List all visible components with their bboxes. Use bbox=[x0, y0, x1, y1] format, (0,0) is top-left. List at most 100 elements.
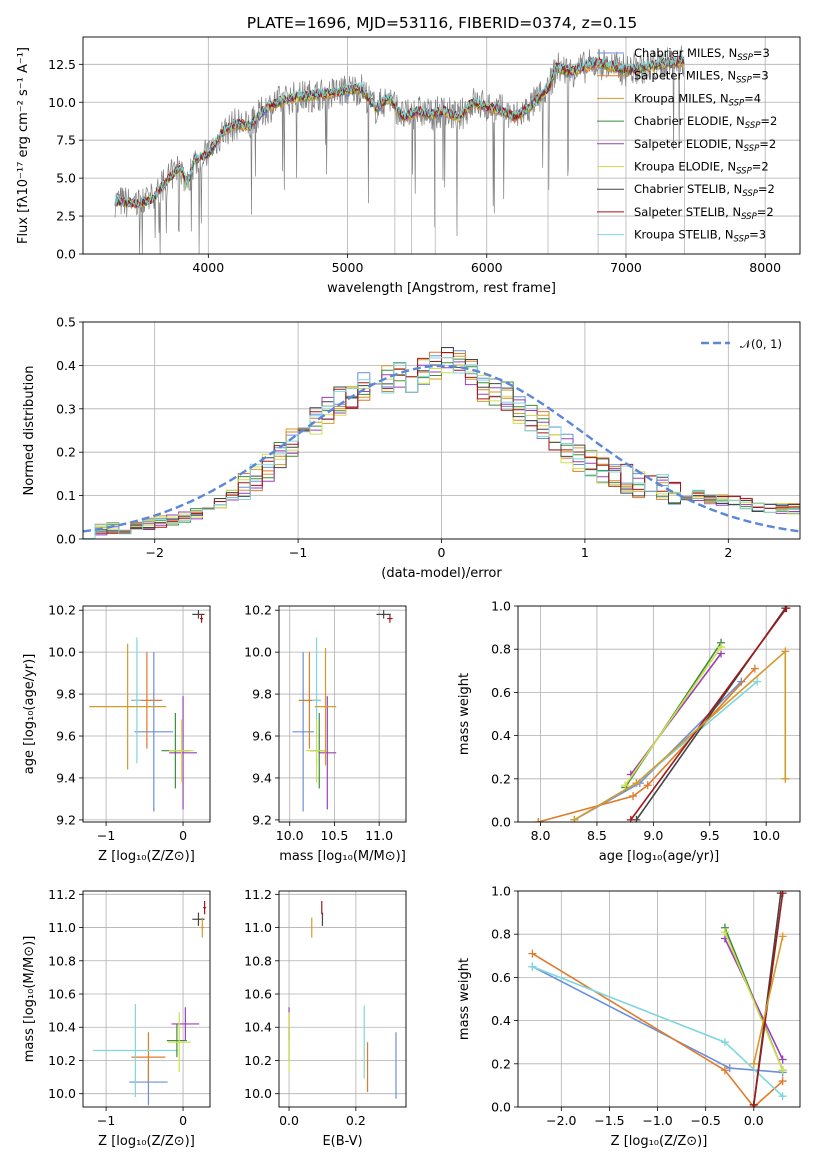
legend-ssp-sub: SSP bbox=[736, 167, 752, 177]
massweight-vs-age-marker bbox=[717, 643, 726, 652]
legend-ssp-sub: SSP bbox=[734, 235, 750, 245]
mass-vs-Z-ylabel: mass [log₁₀(M/M⊙)] bbox=[22, 936, 37, 1063]
mass-vs-ebv-xlabel: E(B-V) bbox=[322, 1134, 362, 1149]
age-vs-mass-ytick-label: 10.0 bbox=[244, 645, 272, 660]
age-vs-mass-ytick-label: 9.6 bbox=[252, 729, 272, 744]
massweight-vs-age-xtick-label: 9.0 bbox=[643, 828, 663, 843]
legend-label-1: Salpeter MILES, NSSP=3 bbox=[634, 69, 769, 86]
spectrum-marks bbox=[114, 45, 685, 254]
spectrum-ylabel: Flux [fλ10⁻¹⁷ erg cm⁻² s⁻¹ A⁻¹] bbox=[16, 47, 31, 244]
mass-vs-Z-ytick-label: 10.4 bbox=[48, 1020, 76, 1035]
mass-vs-Z-xlabel: Z [log₁₀(Z/Z⊙)] bbox=[98, 1134, 195, 1149]
observed-spectrum bbox=[114, 45, 685, 254]
residuals-marks bbox=[83, 347, 800, 539]
massweight-vs-age-xlabel: age [log₁₀(age/yr)] bbox=[599, 849, 720, 864]
age-vs-mass-point-7 bbox=[387, 614, 393, 623]
age-vs-Z-point-4 bbox=[169, 696, 197, 810]
residuals-ytick-label: 0.5 bbox=[56, 315, 76, 330]
residual-hist-8 bbox=[83, 357, 800, 539]
massweight-vs-Z-ytick-label: 0.2 bbox=[491, 1056, 511, 1071]
massweight-vs-age-marker bbox=[570, 815, 579, 822]
mass-vs-Z-ytick-label: 11.2 bbox=[48, 887, 76, 902]
spectrum-xtick-label: 7000 bbox=[610, 260, 642, 275]
spectrum-frame bbox=[82, 36, 801, 255]
massweight-vs-Z-line-4 bbox=[724, 938, 784, 1060]
age-vs-mass-plot-area bbox=[279, 606, 406, 822]
model-spectrum-8 bbox=[114, 54, 685, 208]
massweight-vs-Z-line-5 bbox=[724, 931, 784, 1071]
normal-legend-label: 𝒩(0, 1) bbox=[740, 337, 782, 351]
massweight-vs-Z-marker bbox=[720, 928, 729, 937]
mass-vs-Z-frame bbox=[82, 890, 211, 1108]
legend-label-7: Salpeter STELIB, NSSP=2 bbox=[634, 205, 774, 222]
mass-vs-Z-plot-area bbox=[83, 891, 210, 1107]
massweight-vs-Z-marker bbox=[778, 1066, 787, 1075]
mass-vs-ebv-plot-area bbox=[279, 891, 406, 1107]
massweight-vs-age-marker bbox=[629, 792, 638, 801]
legend-nssp-value: =3 bbox=[752, 69, 769, 83]
spectrum-ytick-label: 5.0 bbox=[56, 171, 76, 186]
mass-vs-ebv-frame bbox=[278, 890, 407, 1108]
age-vs-mass-point-5 bbox=[305, 719, 328, 783]
massweight-vs-age-xtick-label: 9.5 bbox=[700, 828, 720, 843]
age-vs-Z-xlabel: Z [log₁₀(Z/Z⊙)] bbox=[98, 849, 195, 864]
legend-series-name: Chabrier STELIB, N bbox=[634, 182, 742, 196]
massweight-vs-age-ytick-label: 0.4 bbox=[491, 728, 511, 743]
age-vs-mass-frame bbox=[278, 605, 407, 823]
age-vs-Z-point-7 bbox=[199, 614, 204, 623]
legend-ssp-sub: SSP bbox=[729, 98, 745, 108]
massweight-vs-age-ytick-label: 0.6 bbox=[491, 685, 511, 700]
legend-series-name: Chabrier MILES, N bbox=[634, 46, 737, 60]
legend-label-4: Salpeter ELODIE, NSSP=2 bbox=[634, 137, 776, 154]
spectrum-xtick-label: 5000 bbox=[332, 260, 364, 275]
mass-vs-Z-point-2 bbox=[93, 1003, 178, 1098]
massweight-vs-age-xtick-label: 8.0 bbox=[531, 828, 551, 843]
mass-vs-Z-point-1 bbox=[131, 1032, 166, 1083]
legend-label-6: Chabrier STELIB, NSSP=2 bbox=[634, 182, 775, 199]
legend-nssp-value: =2 bbox=[757, 205, 774, 219]
mass-vs-Z-xtick-label: −1 bbox=[97, 1113, 115, 1128]
massweight-vs-Z-marker bbox=[528, 949, 537, 958]
residuals-ytick-label: 0.1 bbox=[56, 488, 76, 503]
age-vs-mass-point-0 bbox=[292, 652, 314, 812]
legend-series-name: Salpeter MILES, N bbox=[634, 69, 736, 83]
residuals-xtick-label: 1 bbox=[581, 545, 589, 560]
massweight-vs-Z-ytick-label: 1.0 bbox=[491, 884, 511, 899]
age-vs-Z-point-2 bbox=[133, 637, 141, 764]
spectrum-ytick-label: 10.0 bbox=[48, 95, 76, 110]
massweight-vs-age-plot-area bbox=[518, 606, 800, 822]
age-vs-mass-xtick-label: 10.0 bbox=[276, 828, 304, 843]
mass-vs-Z-point-4 bbox=[171, 1007, 200, 1041]
massweight-vs-age-ytick-label: 1.0 bbox=[491, 599, 511, 614]
massweight-vs-Z-marker bbox=[778, 932, 787, 941]
legend-ssp-sub: SSP bbox=[737, 53, 753, 63]
age-vs-Z-xtick-label: −1 bbox=[97, 828, 115, 843]
residuals-ytick-label: 0.0 bbox=[56, 532, 76, 547]
massweight-vs-Z-marker bbox=[749, 1100, 758, 1107]
age-vs-mass-point-4 bbox=[318, 696, 337, 810]
massweight-vs-age-line-8 bbox=[573, 649, 787, 821]
residuals-ytick-label: 0.4 bbox=[56, 358, 76, 373]
massweight-vs-age-ytick-label: 0.2 bbox=[491, 771, 511, 786]
mass-vs-Z-ytick-label: 10.0 bbox=[48, 1086, 76, 1101]
legend-nssp-value: =3 bbox=[749, 228, 766, 242]
age-vs-mass-point-8 bbox=[314, 647, 337, 766]
massweight-vs-Z-ytick-label: 0.8 bbox=[491, 927, 511, 942]
massweight-vs-age-marker bbox=[750, 664, 759, 673]
massweight-vs-age-panel: 8.0 8.5 9.0 9.5 10.0 0.0 0.2 0.4 0.6 0.8 1.0 age [l… bbox=[457, 599, 801, 864]
legend-series-name: Salpeter STELIB, N bbox=[634, 205, 741, 219]
massweight-vs-Z-ytick-label: 0.0 bbox=[491, 1100, 511, 1115]
residuals-xlabel: (data-model)/error bbox=[381, 566, 502, 581]
massweight-vs-Z-marker bbox=[778, 1055, 787, 1064]
legend-series-name: Salpeter ELODIE, N bbox=[634, 137, 744, 151]
massweight-vs-age-marker bbox=[632, 779, 641, 788]
mass-vs-ebv-ytick-label: 10.2 bbox=[244, 1053, 272, 1068]
age-vs-mass-ytick-label: 9.8 bbox=[252, 687, 272, 702]
massweight-vs-age-marker bbox=[782, 606, 791, 613]
massweight-vs-Z-xtick-label: −1.0 bbox=[642, 1113, 672, 1128]
massweight-vs-age-line-7 bbox=[630, 607, 788, 821]
legend-label-8: Kroupa STELIB, NSSP=3 bbox=[634, 228, 766, 245]
massweight-vs-Z-xtick-label: −2.0 bbox=[546, 1113, 576, 1128]
massweight-vs-age-xtick-label: 8.5 bbox=[587, 828, 607, 843]
